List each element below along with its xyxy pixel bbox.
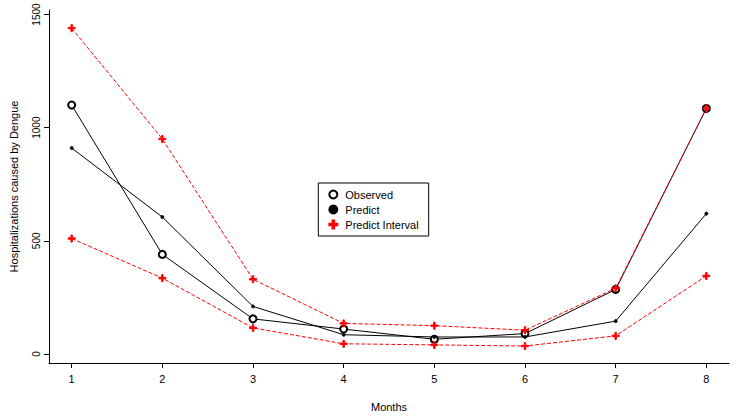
- svg-text:1500: 1500: [31, 3, 42, 26]
- svg-text:Months: Months: [371, 401, 408, 413]
- svg-text:7: 7: [613, 373, 619, 385]
- svg-text:1: 1: [69, 373, 75, 385]
- svg-text:1000: 1000: [31, 116, 42, 139]
- svg-text:500: 500: [31, 232, 42, 249]
- svg-text:5: 5: [431, 373, 437, 385]
- svg-text:3: 3: [250, 373, 256, 385]
- svg-text:6: 6: [522, 373, 528, 385]
- svg-text:4: 4: [341, 373, 347, 385]
- svg-text:0: 0: [31, 351, 42, 357]
- svg-text:2: 2: [159, 373, 165, 385]
- svg-text:Predict: Predict: [345, 204, 379, 216]
- svg-text:Hospitalizations caused by Den: Hospitalizations caused by Dengue: [8, 101, 20, 273]
- svg-text:Predict Interval: Predict Interval: [345, 219, 418, 231]
- svg-text:8: 8: [703, 373, 709, 385]
- svg-text:Observed: Observed: [345, 189, 393, 201]
